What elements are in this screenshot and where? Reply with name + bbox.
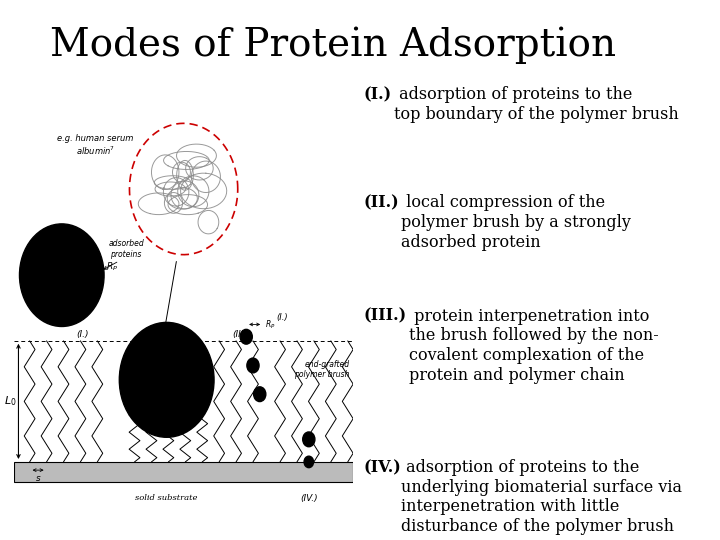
Circle shape (247, 358, 259, 373)
Text: $s$: $s$ (35, 474, 41, 483)
Circle shape (253, 387, 266, 402)
Text: adsorption of proteins to the
top boundary of the polymer brush: adsorption of proteins to the top bounda… (394, 86, 678, 123)
Text: (I.): (I.) (364, 86, 392, 103)
Text: adsorption of proteins to the
underlying biomaterial surface via
interpenetratio: adsorption of proteins to the underlying… (401, 459, 682, 535)
Text: (III.): (III.) (233, 330, 250, 339)
Text: $R_P$: $R_P$ (265, 318, 275, 330)
Text: protein interpenetration into
the brush followed by the non-
covalent complexati: protein interpenetration into the brush … (409, 308, 658, 383)
Text: (II.): (II.) (364, 194, 399, 211)
Text: (IV.): (IV.) (300, 494, 318, 503)
Circle shape (19, 224, 104, 327)
FancyBboxPatch shape (14, 462, 353, 482)
Circle shape (302, 432, 315, 447)
Text: adsorbed
proteins: adsorbed proteins (108, 239, 144, 259)
Circle shape (304, 456, 313, 468)
Text: Modes of Protein Adsorption: Modes of Protein Adsorption (50, 27, 616, 64)
Circle shape (240, 329, 252, 344)
Text: (III.): (III.) (364, 308, 407, 325)
Text: local compression of the
polymer brush by a strongly
adsorbed protein: local compression of the polymer brush b… (401, 194, 631, 251)
Text: solid substrate: solid substrate (135, 494, 198, 502)
Text: (II.): (II.) (159, 330, 174, 339)
Circle shape (120, 322, 214, 437)
Text: e.g. human serum
albumin$^7$: e.g. human serum albumin$^7$ (58, 133, 134, 157)
Text: $L_0$: $L_0$ (4, 395, 17, 408)
Text: (I.): (I.) (76, 330, 89, 339)
Text: $R_P$: $R_P$ (106, 261, 118, 273)
Text: end-grafted
polymer brush: end-grafted polymer brush (294, 360, 349, 379)
Text: (IV.): (IV.) (364, 459, 401, 476)
Text: (I.): (I.) (276, 313, 288, 322)
